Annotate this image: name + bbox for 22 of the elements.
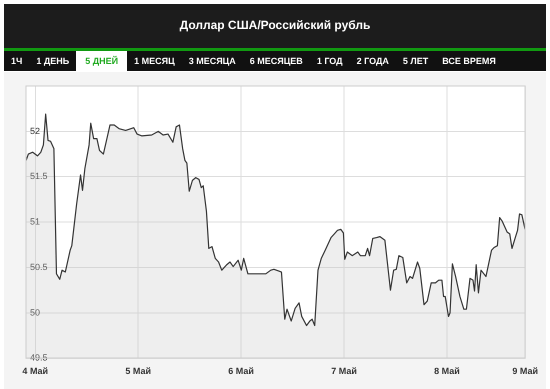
y-tick-label: 52 (30, 126, 40, 136)
y-tick-label: 51.5 (30, 171, 48, 182)
y-tick-label: 50.5 (30, 262, 48, 272)
x-tick-label: 9 Май (512, 366, 538, 376)
text: 5 ЛЕТ (402, 55, 430, 68)
text: 6 МЕСЯЦЕВ (248, 55, 304, 68)
x-tick-label: 6 Май (228, 366, 254, 376)
text: 1 ГОД (316, 55, 344, 68)
y-tick-label: 51 (30, 216, 40, 227)
chart-title: Доллар США/Российский рубль (178, 18, 372, 32)
y-tick-label: 50 (30, 307, 40, 318)
text: 1 ДЕНЬ (35, 55, 70, 68)
text: 1Ч (10, 55, 24, 68)
text: 2 ГОДА (356, 55, 390, 68)
x-tick-label: 4 Май (22, 366, 48, 376)
x-tick-label: 5 Май (125, 366, 152, 376)
text: 3 МЕСЯЦА (188, 55, 237, 68)
x-tick-label: 8 Май (434, 366, 460, 376)
x-tick-label: 7 Май (331, 366, 357, 376)
text: 5 ДНЕЙ (76, 51, 128, 71)
text: ВСЕ ВРЕМЯ (441, 55, 497, 68)
text: 1 МЕСЯЦ (133, 55, 176, 68)
